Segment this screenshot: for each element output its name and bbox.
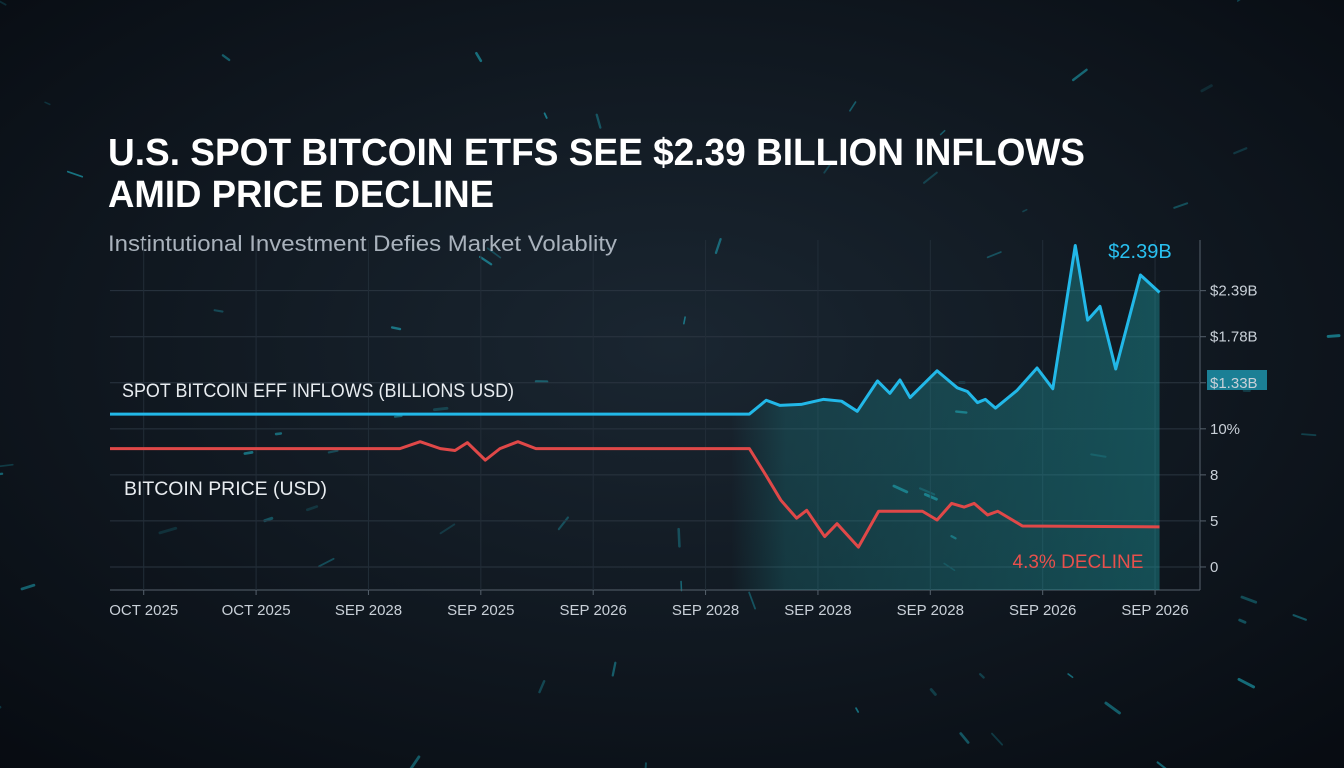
y-tick-label: $1.78B	[1210, 329, 1258, 346]
y-tick-label: 8	[1210, 467, 1218, 484]
streak	[1240, 595, 1258, 604]
streak	[213, 309, 224, 313]
streak	[390, 326, 402, 331]
annotation: 4.3% DECLINE	[1013, 552, 1144, 573]
streak	[823, 161, 833, 174]
y-tick-label: 10%	[1210, 421, 1240, 438]
streak	[1067, 673, 1074, 679]
chart-subtitle: Instintutional Investment Defies Market …	[108, 231, 617, 256]
tick-highlight	[1207, 370, 1267, 390]
streak	[959, 732, 970, 744]
streak	[409, 755, 421, 768]
streak	[1326, 334, 1341, 338]
streak	[1301, 433, 1317, 437]
streak	[978, 673, 985, 679]
series-label: BITCOIN PRICE (USD)	[124, 479, 327, 500]
streak	[433, 406, 449, 412]
plot: 0 5 8 10% $1.33B $1.78B $2.39B OCT 2025 OCT 2025…	[109, 240, 1258, 619]
x-tick-label: SEP 2028	[897, 602, 964, 619]
streak	[1237, 677, 1256, 689]
series-group	[110, 244, 1161, 590]
streak	[486, 247, 502, 259]
chart-title: U.S. SPOT BITCOIN ETFS SEE $2.39 BILLION…	[108, 132, 1085, 174]
streak	[1236, 0, 1241, 2]
streak	[855, 707, 860, 713]
streak	[611, 661, 617, 677]
streak	[0, 463, 14, 468]
chart-title: AMID PRICE DECLINE	[108, 174, 494, 216]
x-tick-label: SEP 2028	[335, 602, 402, 619]
streak	[595, 113, 602, 129]
streak	[44, 101, 51, 106]
x-tick-label: SEP 2026	[1121, 602, 1188, 619]
streak	[748, 591, 756, 610]
line	[110, 440, 1160, 549]
x-tick-label: OCT 2025	[222, 602, 291, 619]
streak	[1292, 614, 1307, 621]
streak	[478, 255, 493, 266]
x-tick-label: OCT 2025	[109, 602, 178, 619]
streak	[20, 583, 36, 591]
streak	[543, 112, 548, 119]
line	[110, 244, 1161, 416]
streak	[475, 51, 483, 63]
streak	[929, 688, 937, 696]
y-tick-label: 5	[1210, 513, 1218, 530]
x-tick-label: SEP 2028	[784, 602, 851, 619]
y-tick-label: $2.39B	[1210, 283, 1258, 300]
x-tick-label: SEP 2025	[447, 602, 514, 619]
streak	[683, 316, 686, 325]
streak	[923, 171, 938, 184]
x-tick-label: SEP 2026	[1009, 602, 1076, 619]
streak	[714, 237, 722, 255]
streak	[0, 0, 7, 6]
area	[110, 245, 1160, 590]
streak	[66, 170, 84, 178]
streak	[1022, 208, 1028, 213]
y-tick-label: 0	[1210, 559, 1218, 576]
streak	[1233, 147, 1248, 155]
streak	[0, 472, 4, 476]
streak	[939, 129, 946, 136]
series-label: SPOT BITCOIN EFF INFLOWS (BILLIONS USD)	[122, 381, 514, 402]
streak	[1200, 84, 1213, 93]
streak	[221, 54, 231, 62]
x-tick-label: SEP 2028	[672, 602, 739, 619]
x-tick-label: SEP 2026	[560, 602, 627, 619]
streak	[538, 679, 546, 694]
y-tick-label: $1.33B	[1210, 375, 1258, 392]
streak	[1071, 68, 1088, 82]
streak	[1173, 202, 1189, 209]
annotation: $2.39B	[1108, 241, 1171, 263]
streak	[991, 732, 1004, 746]
streak	[1104, 701, 1121, 715]
streak	[986, 251, 1002, 259]
streak	[849, 101, 857, 112]
streak	[1238, 618, 1247, 624]
